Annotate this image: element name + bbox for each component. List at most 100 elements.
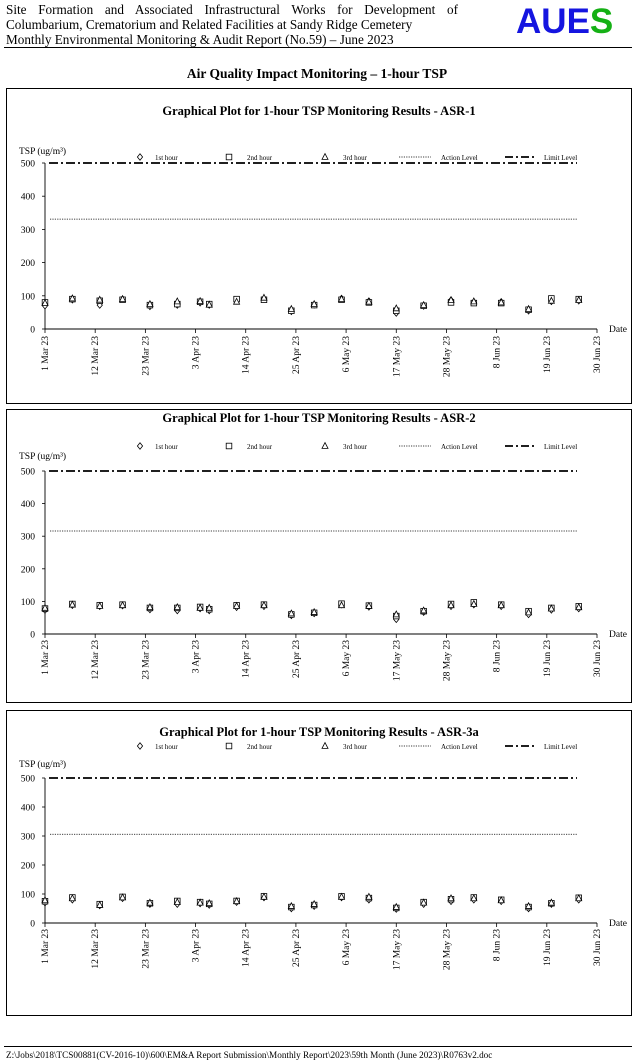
y-tick-label: 100: [21, 292, 36, 302]
y-tick-label: 500: [21, 775, 36, 785]
data-point-3rd-hour: [337, 892, 346, 900]
data-point-3rd-hour: [118, 893, 127, 901]
x-tick-label: 25 Apr 23: [292, 336, 302, 374]
data-point-3rd-hour: [497, 896, 505, 904]
x-tick-label: 12 Mar 23: [91, 640, 101, 680]
x-tick-label: 23 Mar 23: [141, 336, 151, 376]
y-tick-label: 100: [21, 598, 36, 608]
data-point-3rd-hour: [96, 295, 104, 303]
data-point-3rd-hour: [310, 899, 318, 907]
data-point-3rd-hour: [547, 604, 556, 612]
y-tick-label: 400: [21, 500, 36, 510]
data-point-3rd-hour: [68, 294, 77, 302]
x-tick-label: 17 May 23: [392, 336, 402, 377]
x-tick-label: 30 Jun 23: [593, 929, 603, 966]
legend-label: 2nd hour: [247, 154, 273, 162]
data-point-3rd-hour: [146, 299, 154, 307]
legend-label: Limit Level: [544, 154, 577, 162]
x-tick-label: 30 Jun 23: [593, 640, 603, 677]
x-axis-label: Date: [609, 919, 627, 929]
chart-title: Graphical Plot for 1-hour TSP Monitoring…: [162, 411, 475, 425]
data-point-3rd-hour: [447, 601, 455, 609]
legend-label: Limit Level: [544, 743, 577, 751]
x-tick-label: 3 Apr 23: [192, 336, 202, 370]
x-tick-label: 12 Mar 23: [91, 929, 101, 969]
data-point-3rd-hour: [41, 896, 49, 904]
data-point-3rd-hour: [196, 296, 204, 304]
data-point-3rd-hour: [365, 892, 373, 900]
x-tick-label: 6 May 23: [342, 640, 352, 677]
data-point-3rd-hour: [146, 898, 154, 906]
legend-label: Limit Level: [544, 443, 577, 451]
y-tick-label: 200: [21, 862, 36, 872]
x-tick-label: 1 Mar 23: [41, 336, 51, 371]
data-point-3rd-hour: [41, 298, 49, 306]
data-point-3rd-hour: [547, 296, 556, 304]
legend-label: 2nd hour: [247, 743, 273, 751]
data-point-3rd-hour: [196, 603, 204, 611]
y-tick-label: 200: [21, 565, 36, 575]
data-point-3rd-hour: [260, 293, 268, 301]
chart-panel-asr-1: Graphical Plot for 1-hour TSP Monitoring…: [6, 88, 632, 404]
data-point-3rd-hour: [205, 899, 213, 907]
data-point-3rd-hour: [470, 297, 478, 305]
legend-marker: [136, 153, 144, 161]
legend-label: 1st hour: [155, 443, 178, 451]
data-point-3rd-hour: [392, 902, 400, 910]
data-point-3rd-hour: [524, 304, 533, 312]
legend-marker: [225, 742, 233, 750]
header-divider: [4, 47, 632, 48]
data-point-3rd-hour: [337, 294, 346, 302]
x-tick-label: 8 Jun 23: [493, 640, 503, 672]
x-tick-label: 3 Apr 23: [192, 640, 202, 674]
y-tick-label: 0: [30, 326, 35, 336]
data-point-3rd-hour: [524, 608, 533, 616]
data-point-3rd-hour: [68, 894, 77, 902]
header-line-1: Site Formation and Associated Infrastruc…: [6, 2, 458, 17]
chart-title: Graphical Plot for 1-hour TSP Monitoring…: [162, 104, 475, 118]
x-tick-label: 14 Apr 23: [242, 336, 252, 374]
data-point-3rd-hour: [232, 297, 241, 305]
chart-asr-3a: Graphical Plot for 1-hour TSP Monitoring…: [19, 725, 627, 970]
report-header: Site Formation and Associated Infrastruc…: [6, 2, 458, 47]
x-tick-label: 30 Jun 23: [593, 336, 603, 373]
data-point-3rd-hour: [470, 599, 478, 607]
x-tick-label: 28 May 23: [442, 929, 452, 970]
legend-marker: [225, 153, 233, 161]
data-point-3rd-hour: [96, 900, 104, 908]
x-axis-label: Date: [609, 630, 627, 640]
logo-letter: U: [541, 2, 567, 41]
x-tick-label: 25 Apr 23: [292, 929, 302, 967]
y-tick-label: 500: [21, 160, 36, 170]
chart-panel-asr-3a: Graphical Plot for 1-hour TSP Monitoring…: [6, 710, 632, 1016]
data-point-3rd-hour: [497, 298, 505, 306]
header-line-2: Columbarium, Crematorium and Related Fac…: [6, 17, 413, 32]
page-title: Air Quality Impact Monitoring – 1-hour T…: [186, 66, 448, 81]
header-line-3: Monthly Environmental Monitoring & Audit…: [6, 32, 394, 47]
y-tick-label: 500: [21, 468, 36, 478]
data-point-3rd-hour: [205, 300, 213, 308]
data-point-3rd-hour: [419, 898, 428, 906]
data-point-3rd-hour: [575, 295, 583, 303]
data-point-3rd-hour: [196, 898, 204, 906]
data-point-3rd-hour: [470, 894, 478, 902]
legend-label: Action Level: [441, 154, 478, 162]
data-point-3rd-hour: [365, 297, 373, 305]
x-tick-label: 28 May 23: [442, 336, 452, 377]
data-point-3rd-hour: [497, 601, 505, 609]
y-tick-label: 400: [21, 193, 36, 203]
y-axis-label: TSP (ug/m³): [19, 146, 66, 157]
y-tick-label: 200: [21, 259, 36, 269]
x-tick-label: 14 Apr 23: [242, 640, 252, 678]
y-tick-label: 0: [30, 920, 35, 930]
legend-label: 3rd hour: [343, 743, 368, 751]
x-tick-label: 8 Jun 23: [493, 336, 503, 368]
data-point-3rd-hour: [68, 600, 77, 608]
y-tick-label: 300: [21, 226, 36, 236]
legend-marker: [321, 441, 329, 449]
x-tick-label: 1 Mar 23: [41, 929, 51, 964]
x-tick-label: 6 May 23: [342, 929, 352, 966]
data-point-3rd-hour: [447, 295, 455, 303]
aues-logo: AUES: [516, 2, 613, 42]
data-point-3rd-hour: [287, 304, 296, 312]
